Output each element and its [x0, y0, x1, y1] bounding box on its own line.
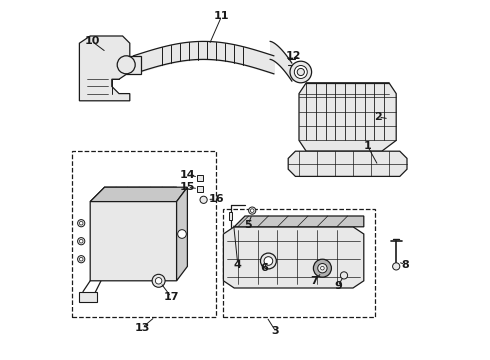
Text: 4: 4	[234, 260, 242, 270]
Polygon shape	[234, 216, 364, 227]
Circle shape	[117, 56, 135, 74]
Text: 17: 17	[164, 292, 179, 302]
Text: 9: 9	[334, 281, 342, 291]
Text: 10: 10	[84, 36, 99, 46]
Polygon shape	[176, 187, 187, 281]
Circle shape	[77, 238, 85, 245]
Circle shape	[77, 220, 85, 227]
Circle shape	[318, 264, 327, 273]
Polygon shape	[90, 187, 176, 281]
Text: 2: 2	[374, 112, 382, 122]
Circle shape	[178, 230, 186, 238]
Circle shape	[297, 68, 304, 76]
Circle shape	[250, 209, 254, 212]
Text: 16: 16	[208, 194, 224, 204]
Text: 15: 15	[180, 182, 195, 192]
Polygon shape	[126, 56, 141, 74]
Polygon shape	[223, 227, 364, 288]
Polygon shape	[288, 151, 407, 176]
Circle shape	[294, 66, 307, 78]
Polygon shape	[90, 187, 187, 202]
Circle shape	[264, 257, 273, 265]
Circle shape	[392, 263, 400, 270]
Bar	[223, 209, 374, 317]
Text: 12: 12	[286, 51, 301, 61]
Circle shape	[290, 61, 312, 83]
Text: 13: 13	[135, 323, 150, 333]
Circle shape	[155, 278, 162, 284]
Circle shape	[320, 266, 324, 270]
Polygon shape	[197, 186, 203, 192]
Polygon shape	[197, 175, 203, 181]
Text: 11: 11	[214, 11, 229, 21]
Text: 1: 1	[364, 141, 371, 151]
Circle shape	[314, 259, 331, 277]
Circle shape	[77, 256, 85, 263]
Circle shape	[152, 274, 165, 287]
Text: 6: 6	[260, 263, 268, 273]
Circle shape	[79, 221, 83, 225]
Circle shape	[79, 239, 83, 243]
Text: 3: 3	[272, 326, 279, 336]
Circle shape	[200, 196, 207, 203]
Circle shape	[79, 257, 83, 261]
Bar	[72, 151, 216, 317]
Polygon shape	[229, 212, 232, 220]
Text: 7: 7	[311, 276, 319, 286]
Polygon shape	[79, 292, 98, 302]
Text: 8: 8	[401, 260, 409, 270]
Circle shape	[248, 207, 256, 214]
Circle shape	[261, 253, 276, 269]
Text: 5: 5	[244, 220, 252, 230]
Polygon shape	[79, 36, 130, 101]
Text: 14: 14	[180, 170, 195, 180]
Circle shape	[341, 272, 347, 279]
Polygon shape	[299, 83, 396, 151]
